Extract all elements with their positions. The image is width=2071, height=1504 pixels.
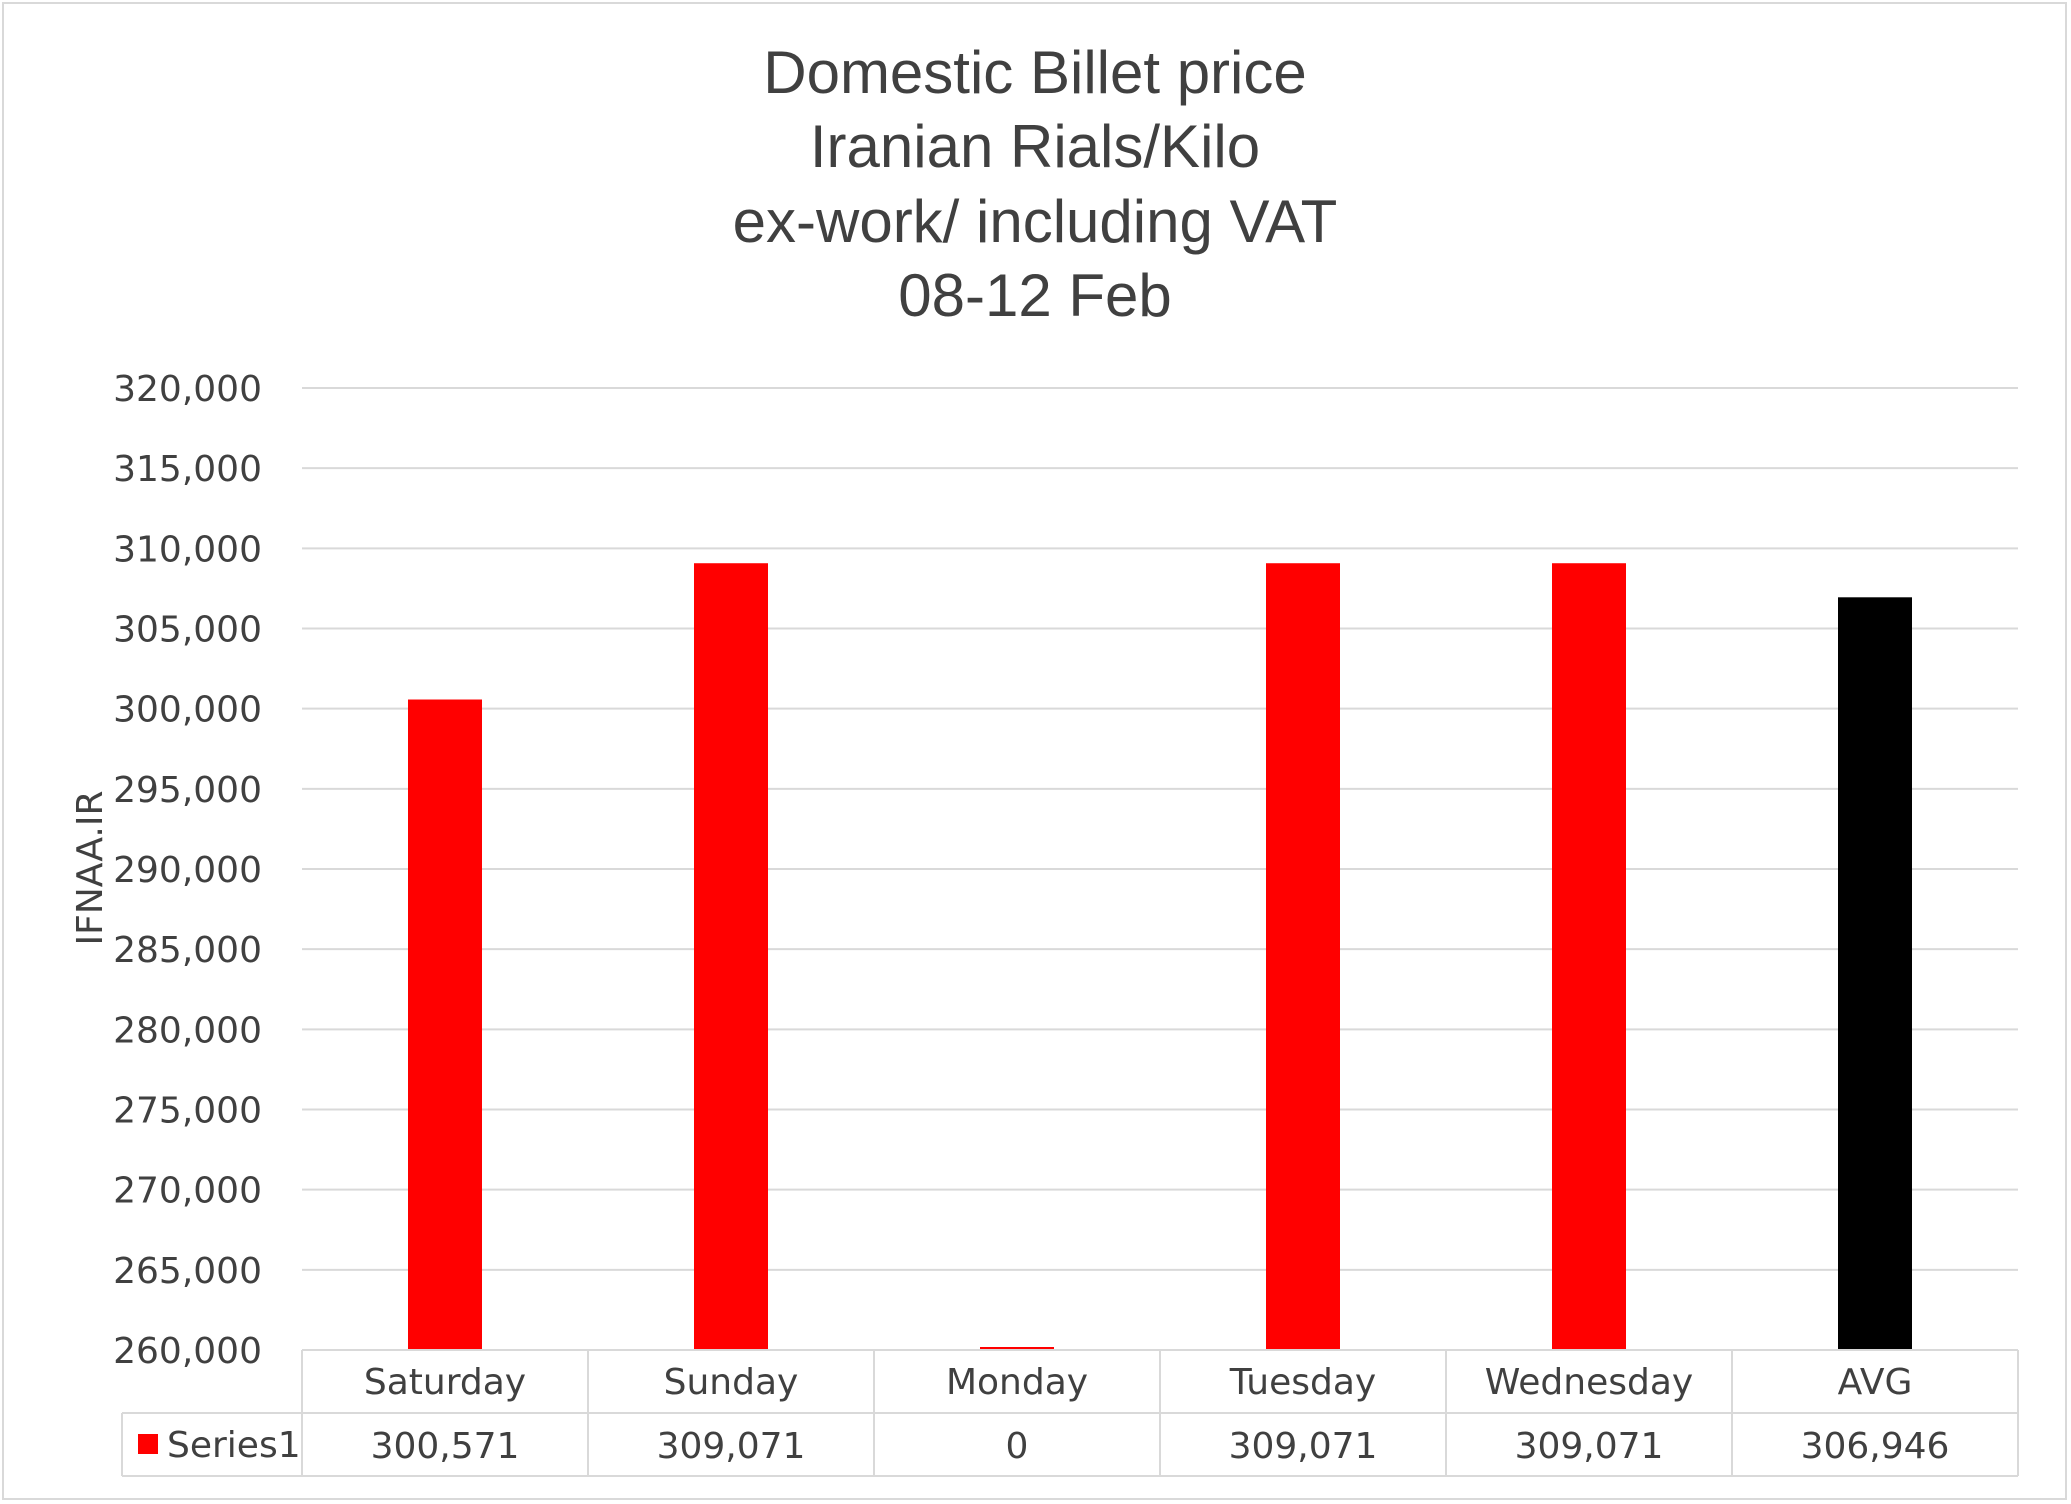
legend-key-swatch — [138, 1434, 158, 1454]
data-label: 309,071 — [1515, 1426, 1664, 1467]
category-label: Saturday — [364, 1362, 526, 1403]
chart-title: Domestic Billet price Iranian Rials/Kilo… — [733, 39, 1338, 329]
category-label: Wednesday — [1485, 1362, 1693, 1403]
y-tick-label: 280,000 — [113, 1010, 262, 1051]
y-tick-label: 260,000 — [113, 1331, 262, 1372]
data-label: 309,071 — [1229, 1426, 1378, 1467]
data-table: Saturday 300,571 Sunday 309,071 Monday 0 Tuesd… — [121, 1349, 2019, 1477]
chart-title-line-3: ex-work/ including VAT — [733, 188, 1338, 255]
bar — [1838, 597, 1912, 1350]
y-axis-label: IFNAA.IR — [70, 791, 111, 946]
data-label: 300,571 — [371, 1426, 520, 1467]
y-axis-tick-labels: 260,000 265,000 270,000 275,000 280,000 285,0… — [113, 369, 262, 1372]
data-label: 0 — [1006, 1426, 1029, 1467]
category-label: Tuesday — [1229, 1362, 1376, 1403]
y-tick-label: 270,000 — [113, 1171, 262, 1212]
y-tick-label: 285,000 — [113, 930, 262, 971]
y-tick-label: 275,000 — [113, 1091, 262, 1132]
bar — [1552, 563, 1626, 1350]
gridlines — [302, 387, 2018, 1271]
bar — [694, 563, 768, 1350]
y-tick-label: 295,000 — [113, 770, 262, 811]
bar — [1266, 563, 1340, 1350]
y-tick-label: 310,000 — [113, 529, 262, 570]
bar — [408, 699, 482, 1350]
bars — [408, 563, 1912, 1350]
y-tick-label: 305,000 — [113, 610, 262, 651]
y-tick-label: 315,000 — [113, 449, 262, 490]
y-tick-label: 300,000 — [113, 690, 262, 731]
category-label: AVG — [1838, 1362, 1913, 1403]
bar — [980, 1347, 1054, 1350]
chart-title-line-4: 08-12 Feb — [898, 262, 1172, 329]
y-tick-label: 265,000 — [113, 1251, 262, 1292]
category-label: Monday — [946, 1362, 1088, 1403]
chart-title-line-1: Domestic Billet price — [763, 39, 1307, 106]
y-tick-label: 320,000 — [113, 369, 262, 410]
data-label: 309,071 — [657, 1426, 806, 1467]
category-label: Sunday — [664, 1362, 799, 1403]
y-tick-label: 290,000 — [113, 850, 262, 891]
legend-key-label: Series1 — [167, 1425, 301, 1466]
chart-title-line-2: Iranian Rials/Kilo — [810, 113, 1260, 180]
data-label: 306,946 — [1801, 1426, 1950, 1467]
